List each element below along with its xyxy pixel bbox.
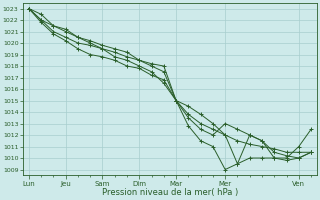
X-axis label: Pression niveau de la mer( hPa ): Pression niveau de la mer( hPa ) bbox=[102, 188, 238, 197]
